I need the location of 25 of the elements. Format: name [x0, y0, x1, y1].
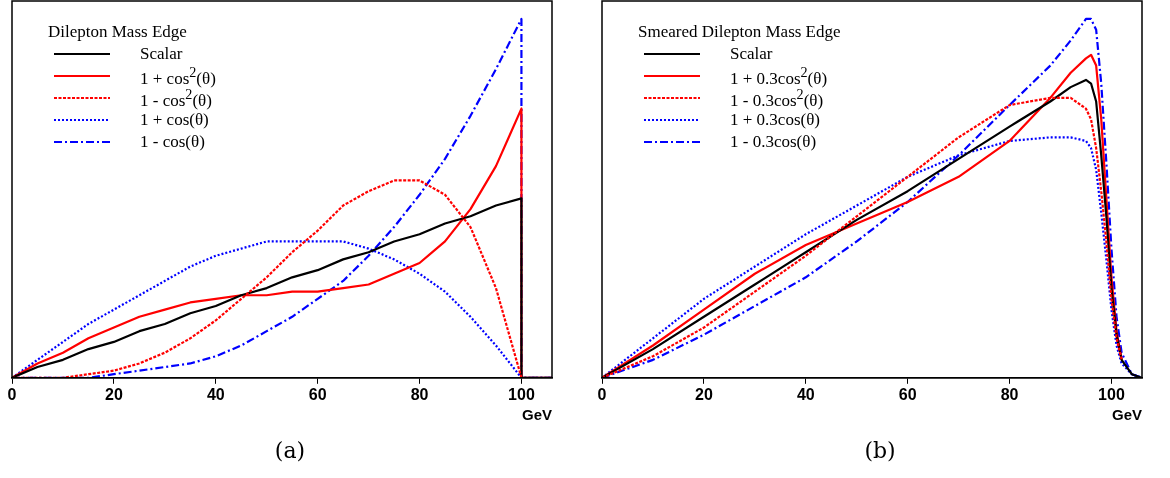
legend-title: Dilepton Mass Edge [48, 22, 188, 42]
legend-label: 1 + cos(θ) [140, 110, 209, 130]
text: (b) [863, 438, 897, 463]
x-tick-label: 100 [1098, 385, 1125, 403]
x-tick-label: 20 [104, 385, 123, 403]
text: (a) [273, 438, 307, 463]
x-tick-label: 60 [308, 385, 327, 403]
legend-title: Smeared Dilepton Mass Edge [638, 22, 841, 42]
x-axis-title: GeV [1111, 406, 1142, 424]
x-tick-label: 80 [1000, 385, 1019, 403]
x-tick-label: 0 [7, 385, 17, 403]
x-tick-label: 80 [410, 385, 429, 403]
x-tick-label: 100 [508, 385, 535, 403]
legend-label: 1 - 0.3cos(θ) [730, 132, 817, 152]
legend-label: 1 - cos(θ) [140, 132, 205, 152]
legend-label: 1 + 0.3cos(θ) [730, 110, 820, 130]
x-tick-label: 40 [796, 385, 815, 403]
x-tick-label: 60 [898, 385, 917, 403]
x-tick-label: 0 [597, 385, 607, 403]
legend-label: Scalar [140, 44, 183, 64]
x-tick-label: 40 [206, 385, 225, 403]
legend-label: 1 + cos$^{2}$(θ) [140, 63, 216, 89]
x-axis-title: GeV [521, 406, 552, 424]
x-tick-label: 20 [694, 385, 713, 403]
legend-label: Scalar [730, 44, 773, 64]
